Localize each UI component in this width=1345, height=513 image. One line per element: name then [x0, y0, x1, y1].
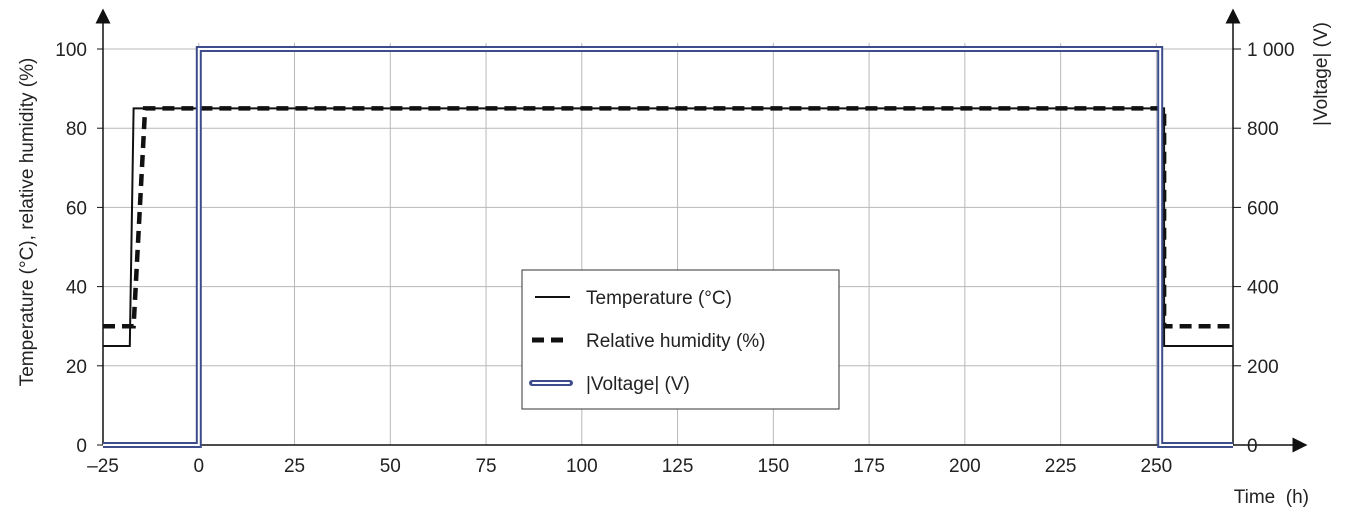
legend-label-temperature: Temperature (°C) — [586, 288, 732, 309]
x-tick-label: 150 — [757, 456, 789, 477]
y-right-axis-title: |Voltage| (V) — [1311, 22, 1332, 126]
x-tick-label: 225 — [1045, 456, 1077, 477]
x-axis-title: Time (h) — [1234, 487, 1309, 508]
series-line-humidity — [103, 106, 1233, 329]
y-right-tick-label: 600 — [1247, 198, 1279, 219]
y-left-tick-label: 20 — [66, 357, 87, 378]
legend-box — [521, 269, 840, 410]
y-left-tick-label: 40 — [66, 278, 87, 299]
legend-label-voltage: |Voltage| (V) — [586, 374, 690, 395]
y-left-tick-label: 0 — [76, 436, 87, 457]
y-right-tick-label: 200 — [1247, 357, 1279, 378]
y-right-tick-label: 0 — [1247, 436, 1258, 457]
y-right-tick-label: 400 — [1247, 278, 1279, 299]
x-tick-label: 200 — [949, 456, 981, 477]
x-tick-label: 175 — [853, 456, 885, 477]
x-tick-label: 100 — [566, 456, 598, 477]
x-tick-label: 125 — [662, 456, 694, 477]
legend-label-humidity: Relative humidity (%) — [586, 331, 766, 352]
y-left-tick-label: 100 — [55, 40, 87, 61]
y-left-tick-label: 80 — [66, 119, 87, 140]
y-left-axis-title: Temperature (°C), relative humidity (%) — [17, 58, 38, 387]
series-line-voltage-inner — [103, 48, 1233, 446]
x-tick-label: 50 — [380, 456, 401, 477]
x-tick-label: –25 — [87, 456, 119, 477]
axes — [95, 8, 1308, 453]
y-right-tick-label: 1 000 — [1247, 40, 1295, 61]
x-tick-label: 0 — [193, 456, 204, 477]
y-right-tick-label: 800 — [1247, 119, 1279, 140]
x-tick-label: 75 — [475, 456, 496, 477]
series — [103, 46, 1233, 448]
y-left-tick-label: 60 — [66, 198, 87, 219]
tick-labels: –25 0 25 50 75 100 125 150 175 200 225 250020406080… — [55, 40, 1294, 477]
legend: Temperature (°C) Relative humidity (%) |… — [521, 269, 840, 410]
x-tick-label: 25 — [284, 456, 305, 477]
x-tick-label: 250 — [1141, 456, 1173, 477]
